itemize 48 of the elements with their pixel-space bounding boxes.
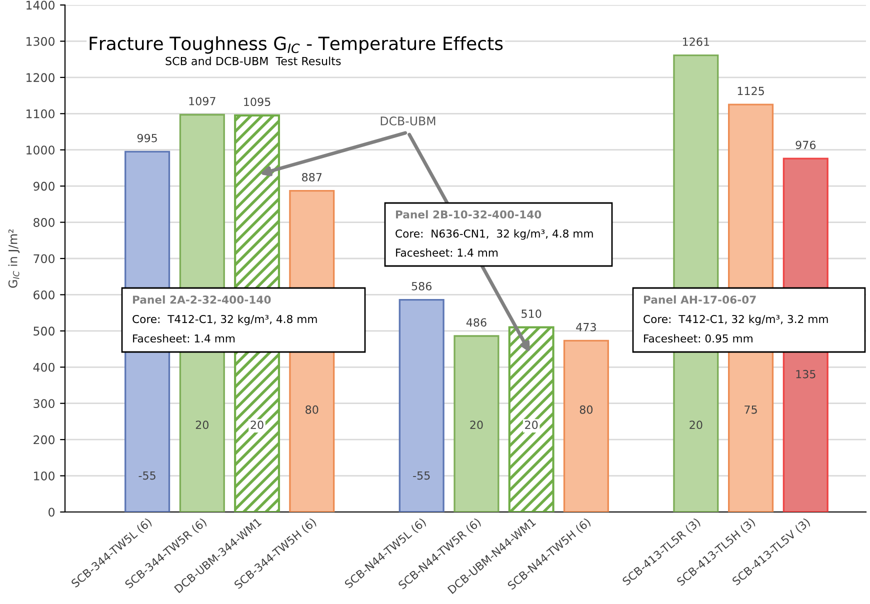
data-label: 486 [466,318,486,327]
annotation: 80 [306,405,318,414]
y-tick-label: 500 [34,326,54,336]
data-label: 995 [137,134,157,142]
data-label: 887 [302,172,322,182]
data-label: 1097 [189,96,216,106]
data-label: 1095 [244,98,270,106]
y-tick-label: 300 [34,399,54,408]
y-tick-label: 1000 [26,146,54,155]
annotation: 75 [744,406,757,414]
y-tick-label: 700 [34,254,54,264]
annotation: 80 [580,405,593,414]
data-label: 976 [796,140,816,150]
y-tick-label: 200 [34,435,54,444]
annotation: Panel AH-17-06-07 Core: T412-C1, 32 kg/m³, 3.2 mm Facesheet: 0.95 mm [644,295,828,343]
text: SCB and DCB-UBM Test Results [166,56,341,66]
data-label: 1261 [683,38,710,46]
bar [563,340,609,512]
annotation: 20 [250,420,264,430]
annotation: 20 [525,420,538,430]
y-tick-label: 900 [33,182,54,191]
y-tick-label: 400 [33,362,54,372]
y-tick-label: 800 [34,218,54,227]
annotation: 20 [470,420,483,430]
annotation: Panel 2A-2-32-400-140 Core: T412-C1, 32 kg/m³, 4.8 mm Facesheet: 1.4 mm [132,295,317,343]
bar [398,298,444,512]
y-tick-label: 0 [48,508,54,517]
data-label: 473 [576,322,596,332]
y-tick-label: 1100 [26,109,54,118]
y-tick-label: 1200 [26,73,54,82]
annotation: DCB-UBM [380,116,436,126]
bar [508,326,554,512]
annotation: 20 [690,420,702,430]
bar [454,335,500,512]
data-label: 510 [522,310,542,318]
y-tick-label: 100 [34,472,54,480]
text: Fracture Toughness G$_{IC}$ - Temperature Effects [90,36,503,54]
y-tick-label: 1300 [26,36,54,46]
annotation: -55 [413,471,430,480]
y-tick-label: 1400 [26,0,54,10]
data-label: 586 [412,282,432,290]
y-tick-label: 600 [34,290,54,300]
y-axis-title: G$_{IC}$ in J/m² [8,229,20,288]
data-label: 1125 [738,86,764,96]
annotation: 20 [196,420,208,430]
annotation: -55 [138,471,156,480]
annotation: 135 [796,370,816,378]
annotation: Panel 2B-10-32-400-140 Core: N636-CN1, 32 kg/m³, 4.8 mm Facesheet: 1.4 mm [396,210,593,257]
